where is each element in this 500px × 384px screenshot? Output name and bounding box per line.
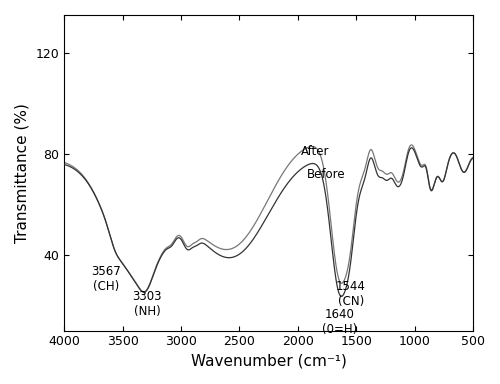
Text: 1640
(0=H): 1640 (0=H)	[322, 308, 358, 336]
Text: Before: Before	[307, 167, 346, 180]
Text: After: After	[302, 145, 330, 158]
Text: 3567
(CH): 3567 (CH)	[92, 265, 121, 293]
Text: 1544
(CN): 1544 (CN)	[336, 280, 366, 308]
Text: 3303
(NH): 3303 (NH)	[132, 290, 162, 318]
Y-axis label: Transmittance (%): Transmittance (%)	[15, 103, 30, 243]
X-axis label: Wavenumber (cm⁻¹): Wavenumber (cm⁻¹)	[190, 354, 346, 369]
